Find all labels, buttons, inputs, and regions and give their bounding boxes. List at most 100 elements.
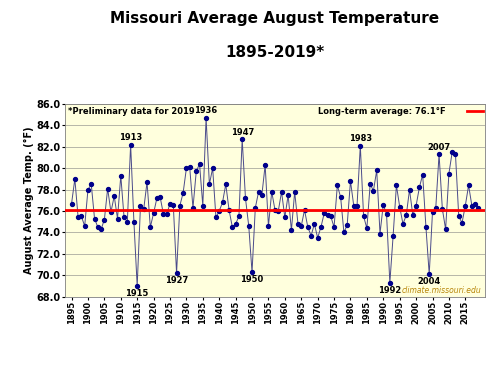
Text: 1895-2019*: 1895-2019* bbox=[226, 45, 324, 59]
Point bbox=[87, 181, 95, 187]
Text: 1927: 1927 bbox=[165, 276, 188, 285]
Point bbox=[281, 214, 289, 220]
Point bbox=[445, 171, 453, 177]
Point bbox=[435, 151, 443, 157]
Point bbox=[290, 189, 298, 195]
Point bbox=[422, 224, 430, 230]
Point bbox=[382, 211, 390, 217]
Text: 1950: 1950 bbox=[240, 275, 264, 284]
Point bbox=[278, 189, 285, 195]
Point bbox=[462, 203, 469, 209]
Point bbox=[208, 165, 216, 171]
Point bbox=[222, 181, 230, 187]
Text: Long-term average: 76.1°F: Long-term average: 76.1°F bbox=[318, 107, 446, 116]
Point bbox=[146, 224, 154, 230]
Point bbox=[425, 271, 433, 277]
Point bbox=[80, 223, 88, 229]
Point bbox=[380, 202, 388, 208]
Point bbox=[120, 214, 128, 220]
Point bbox=[252, 205, 260, 211]
Point bbox=[162, 211, 170, 217]
Point bbox=[366, 181, 374, 187]
Point bbox=[334, 183, 342, 188]
Point bbox=[238, 136, 246, 142]
Point bbox=[182, 165, 190, 171]
Point bbox=[176, 203, 184, 209]
Point bbox=[74, 214, 82, 220]
Point bbox=[264, 223, 272, 229]
Point bbox=[90, 216, 98, 221]
Text: Missouri Average August Temperature: Missouri Average August Temperature bbox=[110, 11, 440, 26]
Point bbox=[406, 187, 413, 193]
Point bbox=[360, 213, 368, 219]
Point bbox=[458, 220, 466, 226]
Point bbox=[84, 187, 92, 193]
Point bbox=[288, 227, 296, 233]
Point bbox=[133, 283, 141, 289]
Point bbox=[172, 270, 180, 276]
Point bbox=[464, 183, 472, 188]
Point bbox=[78, 213, 86, 219]
Point bbox=[235, 213, 243, 219]
Point bbox=[100, 217, 108, 223]
Point bbox=[340, 230, 348, 236]
Point bbox=[117, 173, 125, 179]
Point bbox=[114, 216, 122, 221]
Point bbox=[307, 233, 315, 239]
Point bbox=[448, 149, 456, 155]
Point bbox=[196, 161, 203, 167]
Point bbox=[409, 212, 417, 218]
Point bbox=[140, 206, 148, 212]
Point bbox=[71, 176, 79, 182]
Point bbox=[320, 210, 328, 216]
Point bbox=[310, 221, 318, 227]
Y-axis label: August Average Temp. (°F): August Average Temp. (°F) bbox=[24, 127, 34, 274]
Point bbox=[300, 207, 308, 213]
Point bbox=[130, 219, 138, 225]
Point bbox=[124, 219, 132, 225]
Point bbox=[284, 192, 292, 198]
Text: 1983: 1983 bbox=[349, 134, 372, 143]
Text: 1936: 1936 bbox=[194, 106, 218, 115]
Point bbox=[314, 235, 322, 241]
Point bbox=[438, 206, 446, 212]
Point bbox=[206, 181, 214, 187]
Point bbox=[192, 168, 200, 174]
Point bbox=[104, 186, 112, 191]
Point bbox=[186, 164, 194, 170]
Point bbox=[268, 189, 276, 195]
Point bbox=[317, 224, 325, 230]
Text: 2007: 2007 bbox=[428, 142, 450, 152]
Point bbox=[353, 203, 361, 209]
Point bbox=[386, 280, 394, 286]
Point bbox=[297, 223, 305, 229]
Point bbox=[199, 203, 207, 209]
Point bbox=[254, 189, 262, 195]
Point bbox=[110, 193, 118, 199]
Point bbox=[428, 209, 436, 215]
Point bbox=[274, 208, 282, 214]
Point bbox=[258, 192, 266, 198]
Point bbox=[442, 226, 450, 232]
Point bbox=[376, 231, 384, 237]
Point bbox=[327, 213, 335, 219]
Point bbox=[346, 178, 354, 184]
Point bbox=[402, 212, 410, 218]
Text: 1913: 1913 bbox=[119, 133, 142, 142]
Point bbox=[143, 179, 151, 185]
Point bbox=[97, 226, 105, 232]
Point bbox=[150, 210, 158, 216]
Point bbox=[107, 209, 115, 215]
Point bbox=[452, 151, 460, 157]
Point bbox=[248, 269, 256, 275]
Point bbox=[389, 233, 397, 239]
Point bbox=[343, 222, 351, 228]
Point bbox=[170, 202, 177, 208]
Point bbox=[336, 194, 344, 200]
Point bbox=[160, 211, 168, 217]
Text: 1915: 1915 bbox=[126, 289, 149, 298]
Point bbox=[432, 205, 440, 211]
Point bbox=[212, 214, 220, 220]
Point bbox=[396, 204, 404, 210]
Point bbox=[416, 184, 424, 190]
